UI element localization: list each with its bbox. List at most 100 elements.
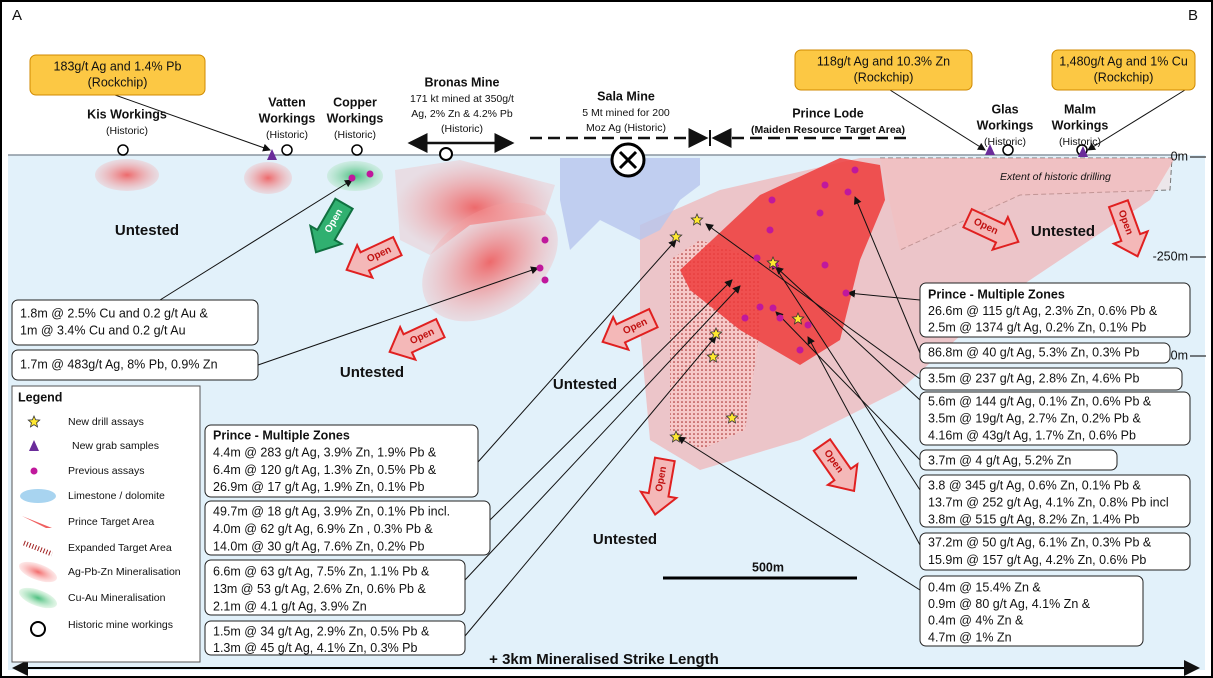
legend-item: Previous assays — [68, 465, 144, 477]
previous-assay — [770, 305, 777, 312]
box-text: 86.8m @ 40 g/t Ag, 5.3% Zn, 0.3% Pb — [928, 345, 1139, 359]
rockchip-text: (Rockchip) — [1094, 70, 1154, 84]
depth-label: -250m — [1153, 249, 1188, 263]
mine-icon — [282, 145, 292, 155]
working-label: (Historic) — [106, 125, 148, 137]
scale-label: 500m — [752, 560, 784, 574]
box-text: 13.7m @ 252 g/t Ag, 4.1% Zn, 0.8% Pb inc… — [928, 495, 1169, 509]
working-label: Workings — [327, 111, 384, 125]
rockchip-text: 183g/t Ag and 1.4% Pb — [54, 59, 182, 73]
mine-title: Prince Lode — [792, 106, 864, 120]
rockchip-text: (Rockchip) — [854, 70, 914, 84]
working-label: Workings — [977, 118, 1034, 132]
mine-text: Ag, 2% Zn & 4.2% Pb — [411, 108, 513, 120]
box-text: 4.0m @ 62 g/t Ag, 6.9% Zn , 0.3% Pb & — [213, 522, 433, 536]
legend-item: Expanded Target Area — [68, 542, 172, 554]
box-text: 3.8m @ 515 g/t Ag, 8.2% Zn, 1.4% Pb — [928, 512, 1139, 526]
mine-text: 5 Mt mined for 200 — [582, 107, 670, 119]
box-text: 3.5m @ 237 g/t Ag, 2.8% Zn, 4.6% Pb — [928, 371, 1139, 385]
legend-swatch — [20, 489, 56, 503]
box-text: 0.9m @ 80 g/t Ag, 4.1% Zn & — [928, 597, 1091, 611]
previous-assay — [769, 197, 776, 204]
box-text: 37.2m @ 50 g/t Ag, 6.1% Zn, 0.3% Pb & — [928, 535, 1152, 549]
legend-item: Cu-Au Mineralisation — [68, 592, 166, 604]
box-text: 1.3m @ 45 g/t Ag, 4.1% Zn, 0.3% Pb — [213, 641, 418, 655]
previous-assay — [777, 315, 784, 322]
previous-assay — [822, 262, 829, 269]
previous-assay — [845, 189, 852, 196]
corner-label: B — [1188, 7, 1198, 24]
rockchip-text: (Rockchip) — [88, 75, 148, 89]
box-text: 4.4m @ 283 g/t Ag, 3.9% Zn, 1.9% Pb & — [213, 446, 437, 460]
working-label: Copper — [333, 95, 377, 109]
box-text: 4.16m @ 43g/t Ag, 1.7% Zn, 0.6% Pb — [928, 428, 1136, 442]
drilling-extent-label: Extent of historic drilling — [1000, 171, 1111, 183]
rockchip-text: 118g/t Ag and 10.3% Zn — [817, 54, 950, 68]
working-label: Vatten — [268, 95, 306, 109]
legend-item: New grab samples — [72, 440, 159, 452]
box-text: 6.4m @ 120 g/t Ag, 1.3% Zn, 0.5% Pb & — [213, 463, 437, 477]
legend-swatch — [31, 468, 38, 475]
box-text: 0.4m @ 15.4% Zn & — [928, 580, 1041, 594]
working-label: Workings — [259, 111, 316, 125]
strike-label: + 3km Mineralised Strike Length — [489, 651, 719, 668]
box-text: 1.5m @ 34 g/t Ag, 2.9% Zn, 0.5% Pb & — [213, 624, 430, 638]
box-text: 26.9m @ 17 g/t Ag, 1.9% Zn, 0.1% Pb — [213, 480, 424, 494]
previous-assay — [542, 277, 549, 284]
box-text: 13m @ 53 g/t Ag, 2.6% Zn, 0.6% Pb & — [213, 582, 426, 596]
previous-assay — [852, 167, 859, 174]
previous-assay — [742, 315, 749, 322]
depth-label: 0m — [1171, 149, 1188, 163]
legend-item: Historic mine workings — [68, 619, 173, 631]
legend-item: Prince Target Area — [68, 516, 154, 528]
working-label: Malm — [1064, 102, 1096, 116]
box-text: 1m @ 3.4% Cu and 0.2 g/t Au — [20, 323, 186, 337]
previous-assay — [817, 210, 824, 217]
mine-title: Sala Mine — [597, 89, 655, 103]
mineralisation — [244, 162, 292, 194]
legend-item: Ag-Pb-Zn Mineralisation — [68, 566, 181, 578]
legend-item: Limestone / dolomite — [68, 490, 165, 502]
rockchip-text: 1,480g/t Ag and 1% Cu — [1059, 54, 1188, 68]
previous-assay — [542, 237, 549, 244]
legend-item: New drill assays — [68, 416, 144, 428]
previous-assay — [797, 347, 804, 354]
legend-swatch — [31, 622, 45, 636]
working-label: Workings — [1052, 118, 1109, 132]
legend-title: Legend — [18, 390, 62, 404]
box-title: Prince - Multiple Zones — [928, 287, 1065, 301]
box-text: 49.7m @ 18 g/t Ag, 3.9% Zn, 0.1% Pb incl… — [213, 504, 450, 518]
mine-icon — [440, 148, 452, 160]
corner-label: A — [12, 7, 22, 24]
box-text: 6.6m @ 63 g/t Ag, 7.5% Zn, 1.1% Pb & — [213, 564, 430, 578]
previous-assay — [754, 255, 761, 262]
untested-label: Untested — [553, 376, 617, 393]
box-text: 26.6m @ 115 g/t Ag, 2.3% Zn, 0.6% Pb & — [928, 304, 1158, 318]
box-text: 3.8 @ 345 g/t Ag, 0.6% Zn, 0.1% Pb & — [928, 478, 1141, 492]
mine-text: 171 kt mined at 350g/t — [410, 93, 514, 105]
previous-assay — [757, 304, 764, 311]
box-text: 4.7m @ 1% Zn — [928, 630, 1012, 644]
box-text: 2.5m @ 1374 g/t Ag, 0.2% Zn, 0.1% Pb — [928, 320, 1146, 334]
previous-assay — [767, 227, 774, 234]
working-label: Kis Workings — [87, 107, 167, 121]
previous-assay — [805, 322, 812, 329]
previous-assay — [822, 182, 829, 189]
box-title: Prince - Multiple Zones — [213, 428, 350, 442]
working-label: (Historic) — [266, 129, 308, 141]
mine-text: (Maiden Resource Target Area) — [751, 124, 905, 136]
mine-icon — [118, 145, 128, 155]
box-text: 14.0m @ 30 g/t Ag, 7.6% Zn, 0.2% Pb — [213, 539, 424, 553]
box-text: 3.5m @ 19g/t Ag, 2.7% Zn, 0.2% Pb & — [928, 411, 1141, 425]
box-text: 2.1m @ 4.1 g/t Ag, 3.9% Zn — [213, 599, 367, 613]
untested-label: Untested — [115, 222, 179, 239]
box-text: 15.9m @ 157 g/t Ag, 4.2% Zn, 0.6% Pb — [928, 553, 1146, 567]
box-text: 3.7m @ 4 g/t Ag, 5.2% Zn — [928, 453, 1071, 467]
mine-text: Moz Ag (Historic) — [586, 122, 666, 134]
box-text: 5.6m @ 144 g/t Ag, 0.1% Zn, 0.6% Pb & — [928, 394, 1152, 408]
mine-icon — [1003, 145, 1013, 155]
previous-assay — [843, 290, 850, 297]
mineralisation — [95, 159, 159, 191]
previous-assay — [537, 265, 544, 272]
mine-icon — [352, 145, 362, 155]
